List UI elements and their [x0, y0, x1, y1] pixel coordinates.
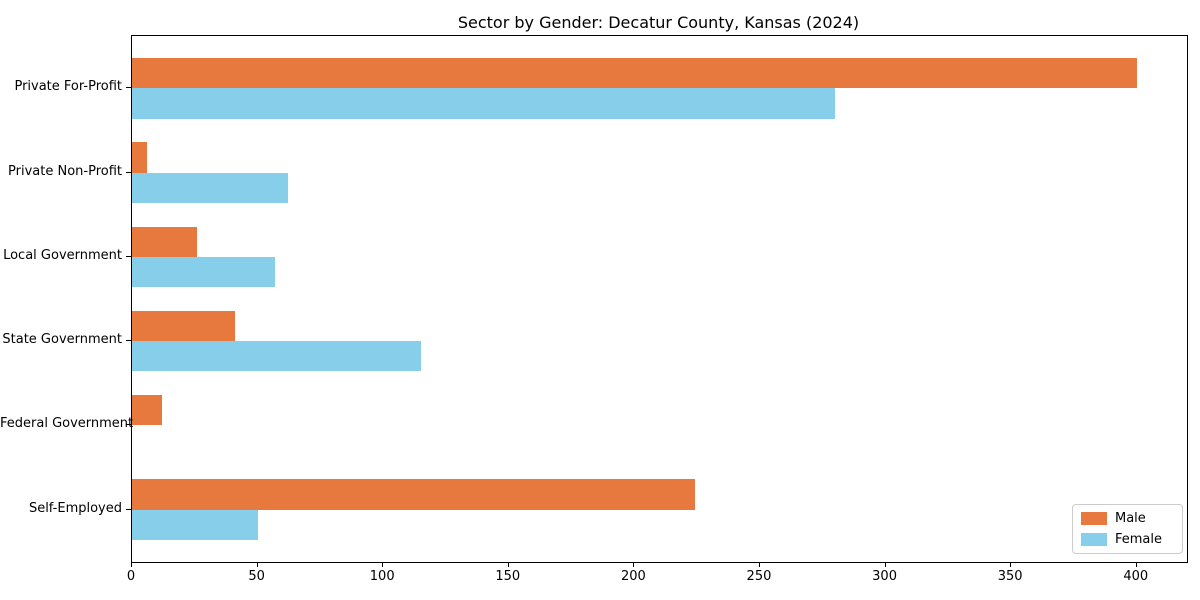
y-tick-mark — [126, 255, 131, 257]
x-tick-label: 200 — [620, 569, 646, 584]
x-tick-label: 400 — [1123, 569, 1149, 584]
bar-female-0 — [132, 88, 836, 119]
bar-male-1 — [132, 142, 148, 173]
x-tick-mark — [131, 562, 132, 567]
legend-swatch-female — [1081, 533, 1107, 546]
bar-male-5 — [132, 479, 695, 510]
legend-row-female: Female — [1081, 532, 1174, 547]
x-tick-mark — [758, 562, 760, 567]
y-tick-label: Private Non-Profit — [8, 163, 122, 179]
x-tick-mark — [1010, 562, 1012, 567]
legend-swatch-male — [1081, 512, 1107, 525]
legend-label: Female — [1115, 532, 1163, 547]
y-tick-label: Self-Employed — [28, 500, 122, 516]
y-tick-mark — [126, 424, 131, 426]
bar-male-4 — [132, 395, 163, 426]
x-tick-mark — [1135, 562, 1137, 567]
chart-title: Sector by Gender: Decatur County, Kansas… — [457, 13, 860, 32]
bar-male-2 — [132, 226, 198, 257]
y-tick-label: State Government — [2, 332, 122, 348]
bar-female-3 — [132, 341, 421, 372]
legend: Male Female — [1072, 504, 1183, 554]
x-tick-label: 350 — [997, 569, 1023, 584]
y-tick-label: Local Government — [3, 247, 122, 263]
y-tick-mark — [126, 508, 131, 510]
x-tick-label: 50 — [248, 569, 265, 584]
bar-male-3 — [132, 310, 235, 342]
x-tick-label: 250 — [746, 569, 772, 584]
x-tick-mark — [884, 562, 886, 567]
y-tick-mark — [126, 340, 131, 342]
legend-row-male: Male — [1081, 511, 1174, 526]
bar-male-0 — [132, 57, 1137, 89]
x-tick-mark — [256, 562, 258, 567]
x-tick-mark — [507, 562, 509, 567]
y-tick-mark — [126, 171, 131, 173]
y-tick-label: Federal Government — [0, 416, 134, 432]
x-tick-mark — [382, 562, 384, 567]
plot-area: Male Female — [131, 35, 1188, 563]
x-tick-label: 100 — [369, 569, 395, 584]
x-tick-label: 150 — [495, 569, 521, 584]
legend-label: Male — [1115, 511, 1146, 526]
y-tick-mark — [126, 87, 131, 89]
bar-female-5 — [132, 509, 258, 541]
x-tick-label: 300 — [872, 569, 897, 584]
y-tick-label: Private For-Profit — [14, 79, 122, 95]
bar-female-2 — [132, 256, 276, 288]
bar-female-1 — [132, 172, 288, 203]
x-tick-label: 0 — [126, 569, 136, 584]
x-tick-mark — [633, 562, 635, 567]
